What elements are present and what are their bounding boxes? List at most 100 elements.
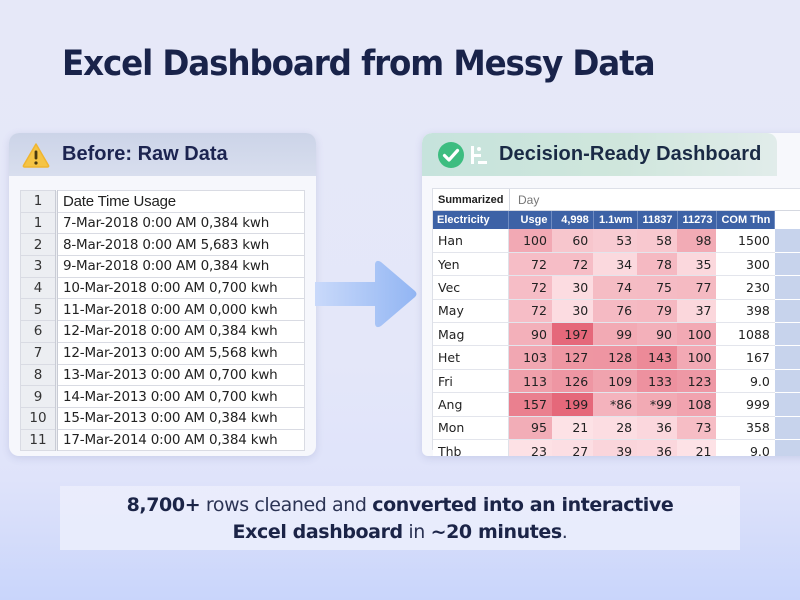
heat-cell[interactable]: 128 bbox=[593, 345, 638, 370]
column-header[interactable]: 4,998 bbox=[551, 211, 594, 229]
heat-cell[interactable]: 58 bbox=[637, 229, 677, 253]
row-label[interactable]: Han bbox=[433, 229, 509, 253]
row-label[interactable]: Thb bbox=[433, 439, 509, 456]
heat-cell[interactable]: 37 bbox=[677, 299, 717, 324]
column-header[interactable]: 11273 bbox=[677, 211, 718, 229]
raw-data-cell[interactable]: 14-Mar-2013 0:00 AM 0,700 kwh bbox=[56, 385, 305, 408]
column-header[interactable]: 11837 bbox=[637, 211, 678, 229]
heat-cell[interactable]: 23 bbox=[508, 439, 552, 456]
row-total[interactable]: 300 bbox=[716, 252, 775, 277]
bar-cell bbox=[774, 439, 800, 456]
tabs-row: Summarized Day bbox=[433, 189, 800, 211]
heat-cell[interactable]: 77 bbox=[677, 275, 717, 300]
heat-cell[interactable]: 113 bbox=[508, 369, 552, 394]
heat-cell[interactable]: 90 bbox=[508, 322, 552, 347]
heat-cell[interactable]: 78 bbox=[637, 252, 677, 277]
heat-cell[interactable]: 197 bbox=[551, 322, 594, 347]
tab-summarized[interactable]: Summarized bbox=[433, 189, 510, 210]
row-total[interactable]: 9.0 bbox=[716, 439, 775, 456]
heat-cell[interactable]: 99 bbox=[593, 322, 638, 347]
heat-cell[interactable]: 72 bbox=[551, 252, 594, 277]
heat-cell[interactable]: 73 bbox=[677, 416, 717, 441]
row-label[interactable]: Yen bbox=[433, 252, 509, 277]
row-label[interactable]: Fri bbox=[433, 369, 509, 394]
raw-data-cell[interactable]: 12-Mar-2013 0:00 AM 5,568 kwh bbox=[56, 341, 305, 365]
column-header[interactable]: Usge bbox=[508, 211, 553, 229]
row-total[interactable]: 358 bbox=[716, 416, 775, 441]
raw-data-cell[interactable]: 9-Mar-2018 0:00 AM 0,384 kwh bbox=[56, 255, 305, 278]
raw-data-cell[interactable]: 10-Mar-2018 0:00 AM 0,700 kwh bbox=[56, 276, 305, 300]
heat-cell[interactable]: 127 bbox=[551, 345, 594, 370]
raw-data-cell[interactable]: 13-Mar-2013 0:00 AM 0,700 kwh bbox=[56, 363, 305, 387]
heat-cell[interactable]: 72 bbox=[508, 299, 552, 324]
heat-cell[interactable]: 36 bbox=[637, 416, 677, 441]
column-header[interactable]: Electricity bbox=[433, 211, 509, 229]
heat-cell[interactable]: 100 bbox=[677, 345, 717, 370]
raw-data-cell[interactable]: 8-Mar-2018 0:00 AM 5,683 kwh bbox=[56, 233, 305, 257]
row-label[interactable]: Mon bbox=[433, 416, 509, 441]
heat-cell[interactable]: 39 bbox=[593, 439, 638, 456]
heat-cell[interactable]: 100 bbox=[508, 229, 552, 253]
heat-cell[interactable]: 108 bbox=[677, 392, 717, 417]
row-total[interactable]: 167 bbox=[716, 345, 775, 370]
heat-cell[interactable]: 30 bbox=[551, 299, 594, 324]
tab-day[interactable]: Day bbox=[518, 193, 540, 207]
heat-cell[interactable]: 79 bbox=[637, 299, 677, 324]
row-total[interactable]: 230 bbox=[716, 275, 775, 300]
row-total[interactable]: 999 bbox=[716, 392, 775, 417]
row-label[interactable]: Ang bbox=[433, 392, 509, 417]
row-label[interactable]: Mag bbox=[433, 322, 509, 347]
heat-cell[interactable]: 98 bbox=[677, 229, 717, 253]
raw-header-cell[interactable]: Date Time Usage bbox=[56, 190, 305, 213]
heat-cell[interactable]: 72 bbox=[508, 252, 552, 277]
page-title: Excel Dashboard from Messy Data bbox=[62, 44, 656, 84]
row-label[interactable]: May bbox=[433, 299, 509, 324]
heat-cell[interactable]: 72 bbox=[508, 275, 552, 300]
heat-cell[interactable]: 90 bbox=[637, 322, 677, 347]
heat-cell[interactable]: 143 bbox=[637, 345, 677, 370]
row-total[interactable]: 1500 bbox=[716, 229, 775, 253]
heat-cell[interactable]: 30 bbox=[551, 275, 594, 300]
heat-cell[interactable]: 76 bbox=[593, 299, 638, 324]
row-label[interactable]: Het bbox=[433, 345, 509, 370]
heat-cell[interactable]: 109 bbox=[593, 369, 638, 394]
heat-cell[interactable]: 133 bbox=[637, 369, 677, 394]
heat-cell[interactable]: *86 bbox=[593, 392, 638, 417]
heat-cell[interactable]: 100 bbox=[677, 322, 717, 347]
raw-data-cell[interactable]: 11-Mar-2018 0:00 AM 0,000 kwh bbox=[56, 298, 305, 322]
heat-cell[interactable]: 123 bbox=[677, 369, 717, 394]
bar-cell bbox=[774, 369, 800, 394]
heat-cell[interactable]: 35 bbox=[677, 252, 717, 277]
heat-cell[interactable]: 60 bbox=[551, 229, 594, 253]
raw-data-cell[interactable]: 7-Mar-2018 0:00 AM 0,384 kwh bbox=[56, 211, 305, 235]
row-number: 6 bbox=[20, 320, 58, 343]
heat-cell[interactable]: 27 bbox=[551, 439, 594, 456]
heat-cell[interactable]: 199 bbox=[551, 392, 594, 417]
heat-cell[interactable]: 36 bbox=[637, 439, 677, 456]
raw-data-row: 2 8-Mar-2018 0:00 AM 5,683 kwh bbox=[20, 233, 305, 257]
raw-data-cell[interactable]: 15-Mar-2013 0:00 AM 0,384 kwh bbox=[56, 406, 305, 430]
row-total[interactable]: 9.0 bbox=[716, 369, 775, 394]
pivot-header-row: Electricity Usge 4,998 1.1wm 11837 11273… bbox=[433, 211, 800, 229]
raw-data-cell[interactable]: 17-Mar-2014 0:00 AM 0,384 kwh bbox=[56, 428, 305, 452]
heat-cell[interactable]: *99 bbox=[637, 392, 677, 417]
heat-cell[interactable]: 75 bbox=[637, 275, 677, 300]
raw-data-cell[interactable]: 12-Mar-2018 0:00 AM 0,384 kwh bbox=[56, 320, 305, 343]
heat-cell[interactable]: 126 bbox=[551, 369, 594, 394]
row-label[interactable]: Vec bbox=[433, 275, 509, 300]
heat-cell[interactable]: 103 bbox=[508, 345, 552, 370]
bar-cell bbox=[774, 275, 800, 300]
heat-cell[interactable]: 95 bbox=[508, 416, 552, 441]
row-number: 7 bbox=[20, 341, 58, 365]
heat-cell[interactable]: 21 bbox=[677, 439, 717, 456]
column-header[interactable]: COM Thn bbox=[716, 211, 776, 229]
heat-cell[interactable]: 34 bbox=[593, 252, 638, 277]
column-header[interactable]: 1.1wm bbox=[593, 211, 638, 229]
heat-cell[interactable]: 74 bbox=[593, 275, 638, 300]
heat-cell[interactable]: 28 bbox=[593, 416, 638, 441]
row-total[interactable]: 1088 bbox=[716, 322, 775, 347]
heat-cell[interactable]: 21 bbox=[551, 416, 594, 441]
heat-cell[interactable]: 53 bbox=[593, 229, 638, 253]
row-total[interactable]: 398 bbox=[716, 299, 775, 324]
heat-cell[interactable]: 157 bbox=[508, 392, 552, 417]
